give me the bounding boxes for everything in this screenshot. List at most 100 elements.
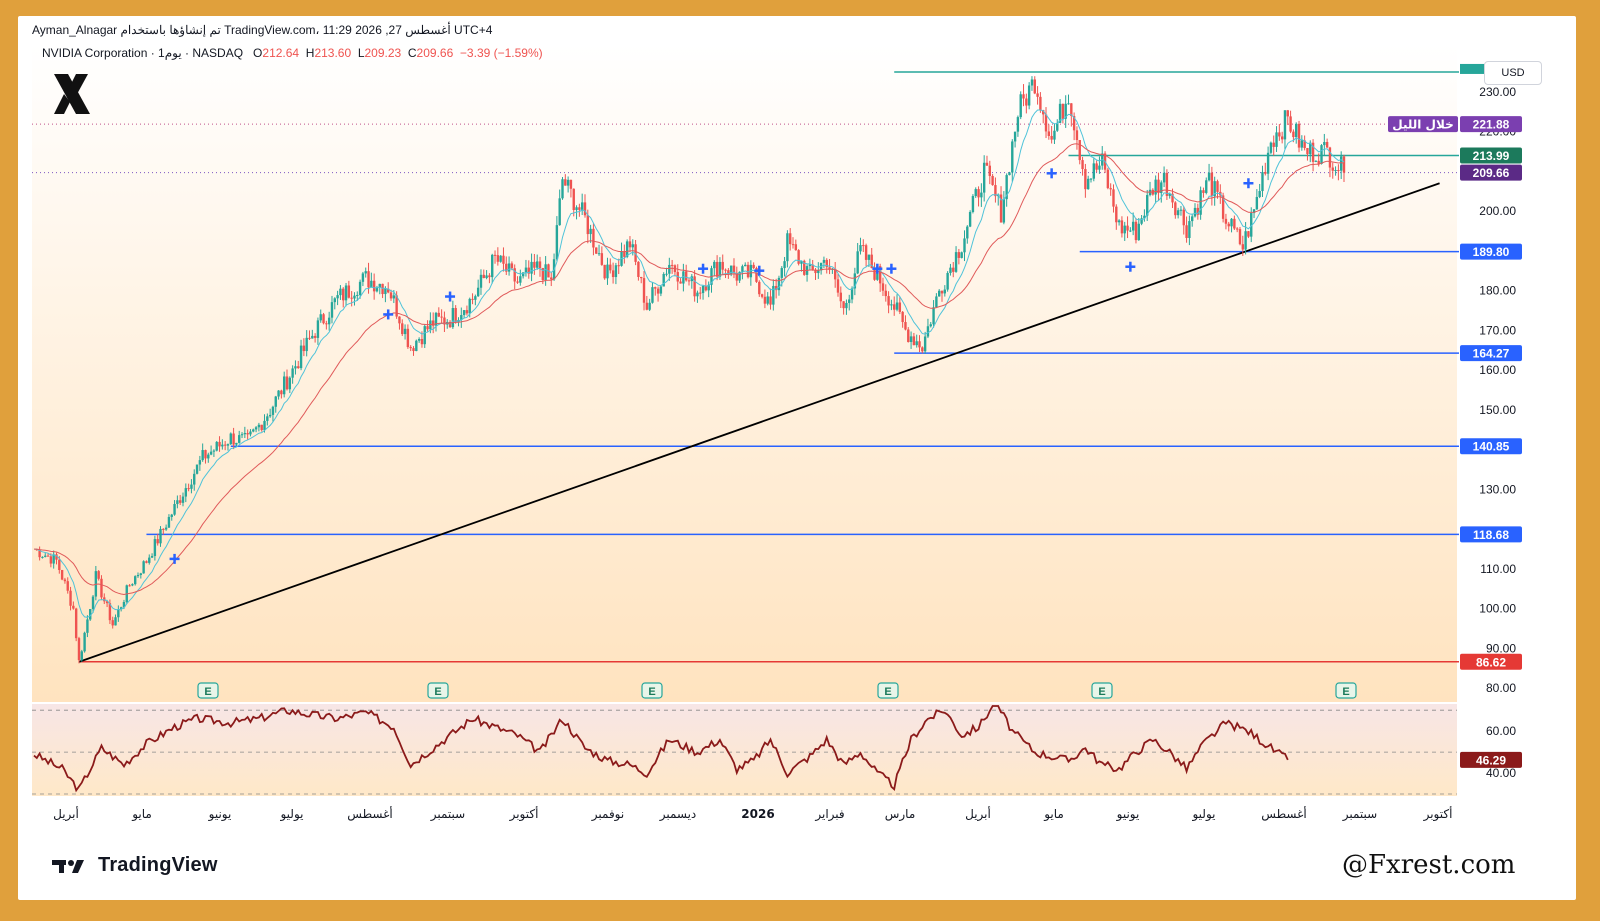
candle-body (729, 265, 733, 275)
candle-body (1115, 206, 1118, 223)
candle-body (77, 638, 81, 661)
earnings-marker (877, 682, 899, 699)
candle-body (828, 267, 831, 270)
candle-body (853, 273, 857, 289)
candle-body (257, 424, 261, 428)
candle-body (791, 244, 795, 246)
candle-body (1221, 195, 1225, 219)
candle-body (291, 368, 294, 378)
candle-body (41, 556, 44, 558)
time-tick-label: ديسمبر (659, 807, 697, 822)
candle-body (1084, 169, 1087, 190)
candle-body (918, 341, 921, 348)
candle-body (240, 434, 244, 436)
candle-body (628, 241, 632, 248)
high-value: 213.60 (314, 46, 352, 60)
candle-body (482, 274, 485, 279)
time-tick-label: يوليو (1191, 807, 1215, 822)
candle-body (721, 261, 724, 270)
candle-body (1137, 223, 1140, 241)
time-tick-label: نوفمبر (591, 807, 624, 822)
candle-body (1317, 160, 1320, 164)
candle-body (1252, 209, 1256, 214)
time-tick-label: أغسطس (1261, 806, 1306, 822)
rsi-tick-label: 40.00 (1486, 766, 1516, 780)
candle-body (988, 165, 991, 176)
candle-body (1207, 172, 1211, 181)
symbol-info: NVIDIA Corporation · 1يوم · NASDAQ O212.… (42, 46, 543, 60)
candle-body (564, 179, 567, 186)
price-label-text: 209.66 (1473, 166, 1510, 180)
candle-body (350, 297, 353, 299)
candle-body (243, 433, 247, 435)
candle-body (1295, 123, 1298, 138)
candle-body (426, 326, 429, 330)
candle-body (1013, 131, 1017, 142)
candle-body (822, 259, 826, 263)
candle-body (294, 366, 297, 369)
candle-body (1056, 122, 1059, 131)
time-tick-label: يونيو (1116, 807, 1140, 822)
candle-body (614, 265, 618, 278)
candle-body (1019, 94, 1022, 118)
open-label: O (253, 46, 263, 60)
candle-body (462, 310, 466, 316)
candle-body (1205, 180, 1208, 193)
candle-body (471, 298, 474, 300)
time-axis[interactable]: أبريل مايو يونيو يوليو أغسطس سبتمبر أكتوبر نوفم… (53, 806, 1452, 822)
candle-body (640, 276, 643, 279)
symbol-name[interactable]: NVIDIA Corporation · 1يوم · NASDAQ (42, 46, 244, 60)
candle-body (167, 516, 171, 528)
candle-body (699, 292, 702, 294)
price-label-box (1460, 243, 1522, 260)
candle-body (313, 335, 317, 338)
candle-body (977, 189, 980, 198)
candle-body (232, 433, 235, 445)
candle-body (333, 298, 336, 303)
candle-body (814, 269, 817, 274)
currency-button[interactable]: USD (1484, 61, 1542, 85)
candle-body (623, 251, 626, 257)
time-tick-label: أكتوبر (509, 806, 539, 822)
candle-body (367, 271, 370, 288)
candle-body (1199, 190, 1202, 215)
candle-body (800, 260, 803, 264)
candle-body (1072, 116, 1076, 131)
candle-body (1081, 160, 1084, 170)
candle-body (412, 348, 415, 352)
candle-body (89, 609, 92, 620)
candle-body (1042, 110, 1045, 115)
candle-body (353, 295, 356, 299)
candle-body (178, 500, 182, 503)
candle-body (1143, 215, 1146, 219)
candle-body (468, 298, 471, 314)
price-label-text: 213.99 (1473, 149, 1510, 163)
price-label-text: 221.88 (1473, 118, 1510, 132)
candle-body (634, 244, 637, 262)
candle-body (715, 261, 719, 277)
candle-body (746, 264, 750, 278)
candle-body (221, 444, 224, 447)
candle-body (772, 285, 775, 305)
candle-body (1027, 85, 1031, 106)
earnings-marker-label: E (884, 686, 891, 698)
candle-body (530, 261, 533, 274)
candle-body (252, 429, 255, 432)
price-labels: 221.88 خلال الليل 213.99 209.66 189.80 164.27… (1388, 63, 1522, 670)
candle-body (724, 269, 727, 271)
price-pane-background (32, 44, 1457, 702)
price-label-text: 86.62 (1476, 655, 1506, 669)
candle-body (440, 316, 443, 318)
candle-body (378, 283, 381, 288)
candle-body (580, 202, 584, 210)
candle-body (687, 280, 691, 282)
candle-body (1171, 193, 1174, 203)
candle-body (651, 287, 654, 303)
candle-body (97, 571, 100, 579)
candle-body (1134, 221, 1138, 241)
candle-body (701, 286, 705, 294)
candle-body (946, 272, 949, 290)
